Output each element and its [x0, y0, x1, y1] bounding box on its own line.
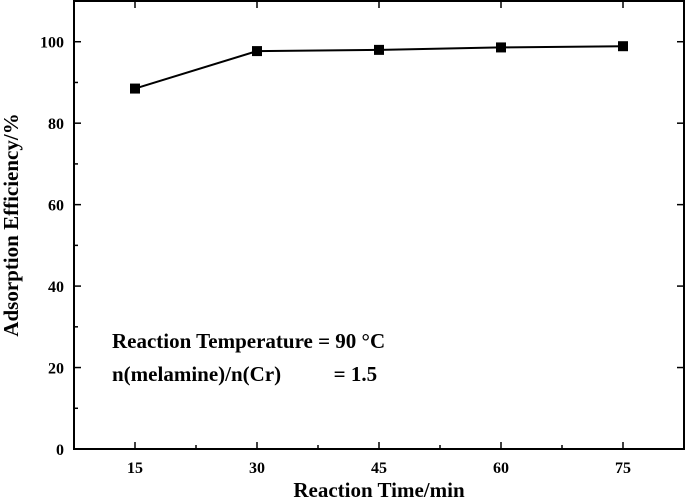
y-tick-label: 60 — [48, 198, 64, 215]
y-tick-label: 40 — [48, 279, 64, 296]
data-point-marker — [374, 44, 384, 55]
y-axis-title: Adsorption Efficiency/% — [0, 113, 23, 336]
x-axis-ticks: 15 30 45 60 75 — [127, 1, 631, 477]
annotation-temperature: Reaction Temperature = 90 °C — [112, 329, 385, 353]
x-tick-label: 30 — [249, 460, 265, 477]
data-point-marker — [252, 46, 262, 57]
x-tick-label: 45 — [371, 460, 387, 477]
annotation-molar-ratio: n(melamine)/n(Cr) = 1.5 — [112, 362, 377, 386]
data-point-marker — [496, 42, 506, 53]
y-tick-label: 80 — [48, 116, 64, 133]
y-tick-label: 20 — [48, 361, 64, 378]
y-tick-label: 100 — [40, 35, 64, 52]
y-axis-ticks: 0 20 40 60 80 100 — [40, 0, 684, 459]
series-layer — [130, 41, 628, 94]
x-tick-label: 15 — [127, 460, 143, 477]
data-point-marker — [618, 41, 628, 52]
x-tick-label: 60 — [493, 460, 509, 477]
x-tick-label: 75 — [615, 460, 631, 477]
x-axis-title: Reaction Time/min — [293, 478, 465, 501]
data-point-marker — [130, 83, 140, 94]
y-tick-label: 0 — [56, 442, 64, 459]
